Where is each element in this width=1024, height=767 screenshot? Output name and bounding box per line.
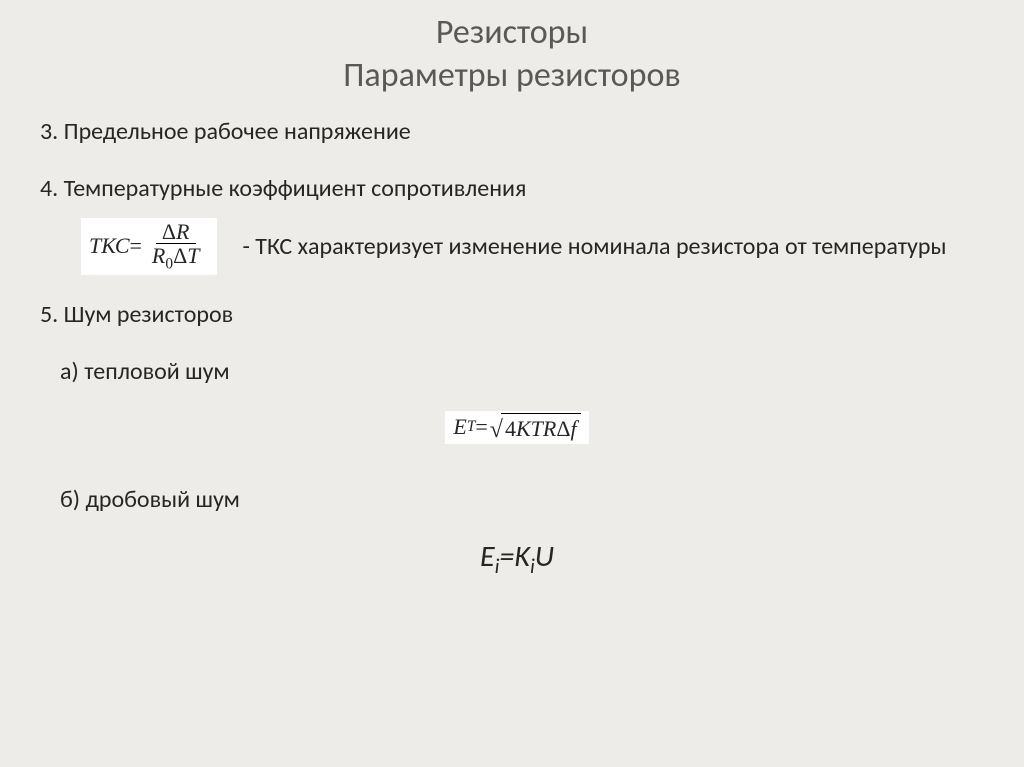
body: 3. Предельное рабочее напряжение 4. Темп… — [0, 97, 1024, 579]
slide: Резисторы Параметры резисторов 3. Предел… — [0, 0, 1024, 767]
tkc-den-r-sub: 0 — [165, 255, 173, 272]
tkc-den-t: T — [187, 243, 199, 268]
title-line-2: Параметры резисторов — [0, 55, 1024, 98]
tkc-numerator: ΔR — [156, 220, 196, 244]
et-f: f — [571, 416, 577, 441]
param-5a: а) тепловой шум — [60, 357, 994, 386]
ei-e: E — [480, 538, 495, 575]
tkc-eq: = — [130, 233, 142, 259]
et-t: T — [531, 416, 543, 441]
ei-formula: Ei=KiU — [40, 538, 994, 579]
param-5: 5. Шум резисторов — [40, 300, 994, 329]
et-r: R — [543, 416, 556, 441]
et-sqrt: √ 4KTRΔf — [490, 413, 581, 442]
ei-eq: = — [499, 538, 514, 575]
tkc-denominator: R0ΔT — [146, 244, 206, 273]
ei-u: U — [535, 538, 554, 575]
title-line-1: Резисторы — [0, 12, 1024, 55]
tkc-den-r: R — [152, 243, 165, 268]
et-delta: Δ — [556, 416, 570, 441]
tkc-den-delta: Δ — [173, 243, 187, 268]
ei-k: K — [514, 538, 530, 575]
et-e-sub: T — [467, 418, 476, 436]
tkc-formula-row: ТКС = ΔR R0ΔT - ТКС характеризует измене… — [80, 217, 994, 276]
tkc-fraction: ΔR R0ΔT — [146, 220, 206, 273]
et-eq: = — [475, 414, 487, 440]
tkc-lhs: ТКС — [89, 233, 130, 259]
title-block: Резисторы Параметры резисторов — [0, 0, 1024, 97]
et-k: K — [516, 416, 531, 441]
et-4: 4 — [505, 416, 516, 441]
param-4: 4. Температурные коэффициент сопротивлен… — [40, 174, 994, 203]
tkc-formula: ТКС = ΔR R0ΔT — [80, 217, 218, 276]
tkc-num-var: R — [176, 219, 189, 244]
tkc-description: - ТКС характеризует изменение номинала р… — [242, 232, 946, 261]
et-formula: ET = √ 4KTRΔf — [444, 410, 589, 445]
param-3: 3. Предельное рабочее напряжение — [40, 117, 994, 146]
et-e: E — [453, 414, 466, 440]
tkc-num-delta: Δ — [162, 219, 176, 244]
et-formula-wrap: ET = √ 4KTRΔf — [40, 410, 994, 445]
param-5b: б) дробовый шум — [60, 485, 994, 514]
et-sqrt-body: 4KTRΔf — [501, 413, 581, 442]
